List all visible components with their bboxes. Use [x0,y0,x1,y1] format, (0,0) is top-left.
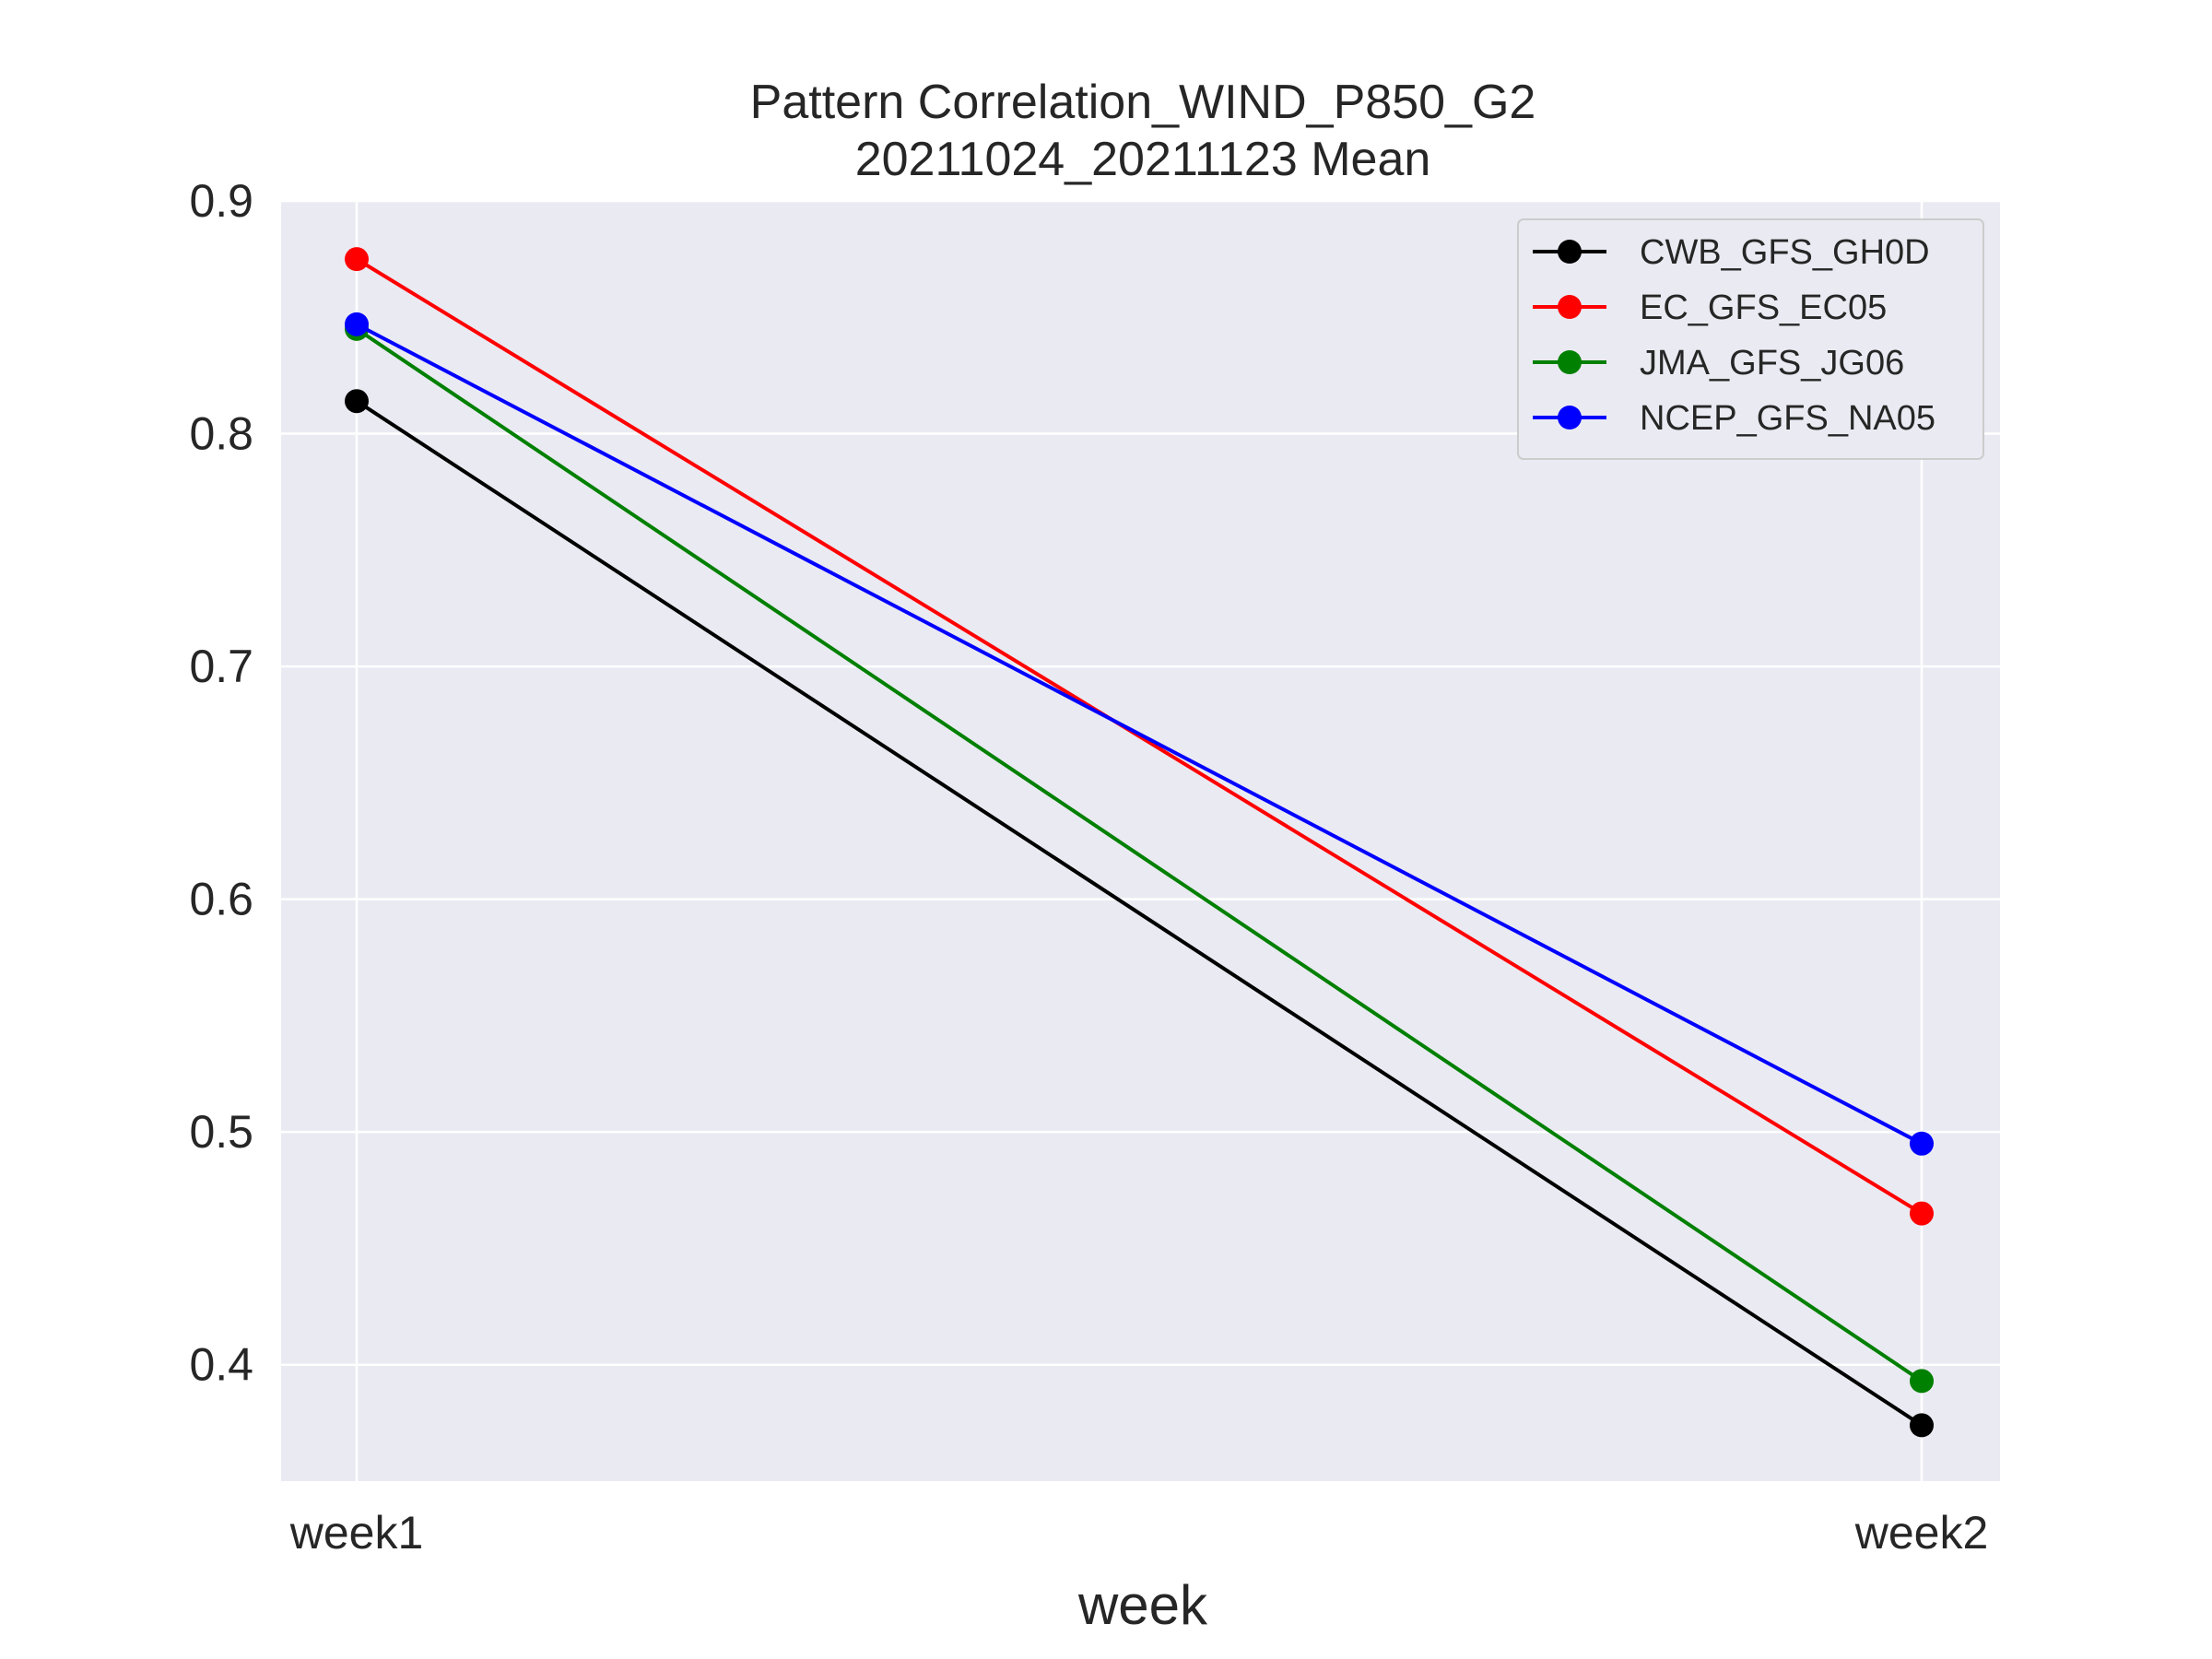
x-axis-label: week [1077,1574,1208,1636]
legend-label: JMA_GFS_JG06 [1640,344,1904,382]
legend-label: CWB_GFS_GH0D [1640,233,1930,272]
y-tick-label: 0.5 [189,1106,253,1158]
legend: CWB_GFS_GH0D EC_GFS_EC05 JMA_GFS_JG06 NCEP_… [1517,218,1984,460]
series-line [355,327,1924,1383]
chart-subtitle: 20211024_20211123 Mean [855,133,1431,186]
legend-label: EC_GFS_EC05 [1640,288,1887,327]
series-ncep-gfs-na05 [345,312,1934,1156]
legend-marker [1558,406,1582,429]
series-cwb-gfs-gh0d [345,389,1934,1438]
data-point [345,389,369,414]
x-tick-label: week2 [1854,1507,1989,1559]
data-point [345,312,369,336]
y-tick-label: 0.8 [189,408,253,460]
legend-marker [1558,350,1582,374]
data-point [1910,1201,1934,1226]
legend-frame [1517,218,1984,460]
legend-marker [1558,295,1582,319]
series-ec-gfs-ec05 [345,247,1934,1226]
series-line [355,257,1924,1216]
y-tick-label: 0.7 [189,641,253,692]
data-point [1910,1131,1934,1156]
x-tick-label: week1 [289,1507,424,1559]
chart-title: Pattern Correlation_WIND_P850_G2 [750,76,1536,129]
series-line [355,399,1924,1428]
y-tick-label: 0.6 [189,874,253,925]
data-point [345,247,369,272]
series-line [356,323,1923,1146]
legend-marker [1558,240,1582,264]
y-tick-label: 0.9 [189,175,253,227]
data-point [1910,1413,1934,1438]
legend-label: NCEP_GFS_NA05 [1640,399,1936,438]
data-point [1910,1369,1934,1394]
y-tick-label: 0.4 [189,1339,253,1391]
